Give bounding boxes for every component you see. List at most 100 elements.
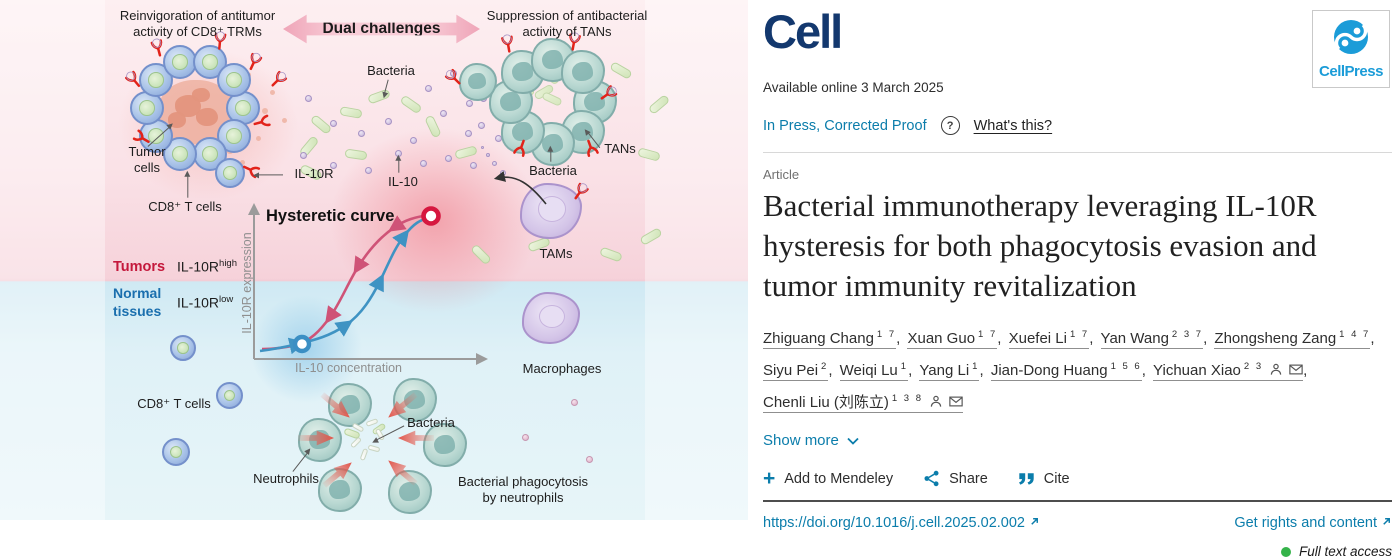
person-icon	[930, 395, 942, 407]
cd8-cell	[193, 45, 227, 79]
author-link[interactable]: Siyu Pei 2	[763, 361, 829, 381]
add-to-mendeley-button[interactable]: + Add to Mendeley	[763, 468, 894, 489]
il10-molecule	[465, 130, 472, 137]
add-to-mendeley-label: Add to Mendeley	[784, 470, 894, 487]
available-online-date: Available online 3 March 2025	[763, 80, 944, 95]
neutrophil-cell	[423, 423, 467, 467]
author-separator: ,	[979, 362, 988, 379]
author-link[interactable]: Yan Wang 2 3 7	[1100, 329, 1204, 349]
label-cd8-bottom: CD8⁺ T cells	[137, 396, 211, 411]
whats-this-link[interactable]: What's this?	[973, 117, 1053, 134]
journal-logo[interactable]: Cell	[763, 5, 843, 58]
author-link[interactable]: Yang Li 1	[919, 361, 980, 381]
il10-molecule	[478, 122, 485, 129]
il10-secretion-arrow	[493, 171, 547, 205]
tumor-fragment	[262, 108, 268, 114]
label-bacteria-right: Bacteria	[529, 163, 577, 178]
label-tans: TANs	[604, 141, 636, 156]
chevron-down-icon	[847, 437, 859, 445]
cellpress-logo[interactable]: CellPress	[1312, 10, 1390, 88]
bacterium-phagocytosed	[349, 436, 363, 449]
cite-quote-icon	[1018, 473, 1034, 485]
rights-link[interactable]: Get rights and content	[1234, 515, 1392, 531]
action-divider	[763, 500, 1392, 502]
label-tumor-cells: Tumor cells	[128, 144, 166, 176]
bacterium	[339, 106, 363, 119]
external-link-icon	[1383, 518, 1390, 525]
il10-molecule	[410, 137, 417, 144]
tumor-fragment	[256, 136, 261, 141]
il10-molecule	[330, 162, 337, 169]
author-link[interactable]: Xuefei Li 1 7	[1008, 329, 1090, 349]
author-link[interactable]: Jian-Dong Huang 1 5 6	[990, 361, 1142, 381]
author-separator: ,	[828, 362, 837, 379]
header-divider	[763, 152, 1392, 153]
article-panel: Cell CellPress Available online 3 March …	[748, 0, 1400, 559]
graphical-abstract[interactable]: Reinvigoration of antitumor activity of …	[0, 0, 748, 520]
bacterium	[399, 94, 423, 115]
bacterium	[541, 91, 563, 107]
person-icon	[1270, 363, 1282, 375]
cd8-cell	[162, 438, 190, 466]
label-il10r-high: IL-10Rhigh	[177, 258, 237, 275]
author-link[interactable]: Xuan Guo 1 7	[907, 329, 998, 349]
pink-dot	[571, 399, 578, 406]
hysteresis-x-axis-label: IL-10 concentration	[295, 361, 403, 375]
author-separator: ,	[896, 330, 905, 347]
tumor-fragment	[270, 90, 275, 95]
author-link[interactable]: Weiqi Lu 1	[839, 361, 909, 381]
neutrophil-cell	[531, 38, 575, 82]
neutrophil-cell	[328, 383, 372, 427]
il10-molecule	[420, 160, 427, 167]
envelope-icon	[949, 396, 963, 407]
pink-dot	[522, 434, 529, 441]
author-link[interactable]: Chenli Liu (刘陈立) 1 3 8	[763, 393, 964, 413]
cd8-cell	[163, 45, 197, 79]
label-reinvigoration: Reinvigoration of antitumor activity of …	[119, 8, 276, 40]
author-separator: ,	[1089, 330, 1098, 347]
doi-link[interactable]: https://doi.org/10.1016/j.cell.2025.02.0…	[763, 515, 1040, 531]
author-link[interactable]: Zhiguang Chang 1 7	[763, 329, 897, 349]
cd8-cell	[216, 382, 243, 409]
label-il10: IL-10	[388, 174, 418, 189]
label-il10r-low: IL-10Rlow	[177, 294, 234, 311]
cd8-cell	[215, 158, 245, 188]
label-macrophages: Macrophages	[522, 361, 602, 376]
il10-molecule	[492, 161, 497, 166]
il10-molecule	[425, 85, 432, 92]
in-press-link[interactable]: In Press, Corrected Proof	[763, 117, 927, 134]
bacterium	[609, 61, 633, 80]
il10-molecule	[300, 152, 307, 159]
neutrophil-cell	[318, 468, 362, 512]
pink-dot	[586, 456, 593, 463]
label-hysteretic-curve: Hysteretic curve	[266, 207, 395, 225]
cite-label: Cite	[1043, 470, 1070, 487]
il10-molecule	[470, 162, 477, 169]
author-link[interactable]: Zhongsheng Zang 1 4 7	[1214, 329, 1371, 349]
label-bacteria-top: Bacteria	[367, 63, 415, 78]
annotation-arrow	[398, 156, 400, 173]
abstract-margin-right	[645, 0, 748, 520]
neutrophil-cell	[459, 63, 497, 101]
article-title: Bacterial immunotherapy leveraging IL-10…	[763, 188, 1317, 303]
macrophage-cell	[522, 292, 580, 344]
label-neutrophils: Neutrophils	[253, 471, 319, 486]
share-button[interactable]: Share	[923, 470, 988, 487]
il10-molecule	[481, 146, 484, 149]
author-link[interactable]: Yichuan Xiao 2 3	[1153, 361, 1304, 381]
tam-cell	[520, 183, 582, 239]
envelope-icon	[1289, 364, 1303, 375]
author-separator: ,	[908, 362, 917, 379]
label-tams: TAMs	[539, 246, 573, 261]
low-state-point	[292, 334, 312, 354]
il10-molecule	[365, 167, 372, 174]
help-icon[interactable]: ?	[940, 116, 960, 135]
hysteresis-on-curve	[259, 215, 432, 355]
neutrophil-cell	[561, 50, 605, 94]
show-more-button[interactable]: Show more	[763, 432, 859, 449]
bacterium	[309, 113, 333, 136]
cite-button[interactable]: Cite	[1018, 470, 1070, 487]
rights-text: Get rights and content	[1234, 515, 1377, 531]
label-phagocytosis: Bacterial phagocytosis by neutrophils	[457, 474, 589, 506]
tumor-mass-core	[196, 108, 218, 126]
